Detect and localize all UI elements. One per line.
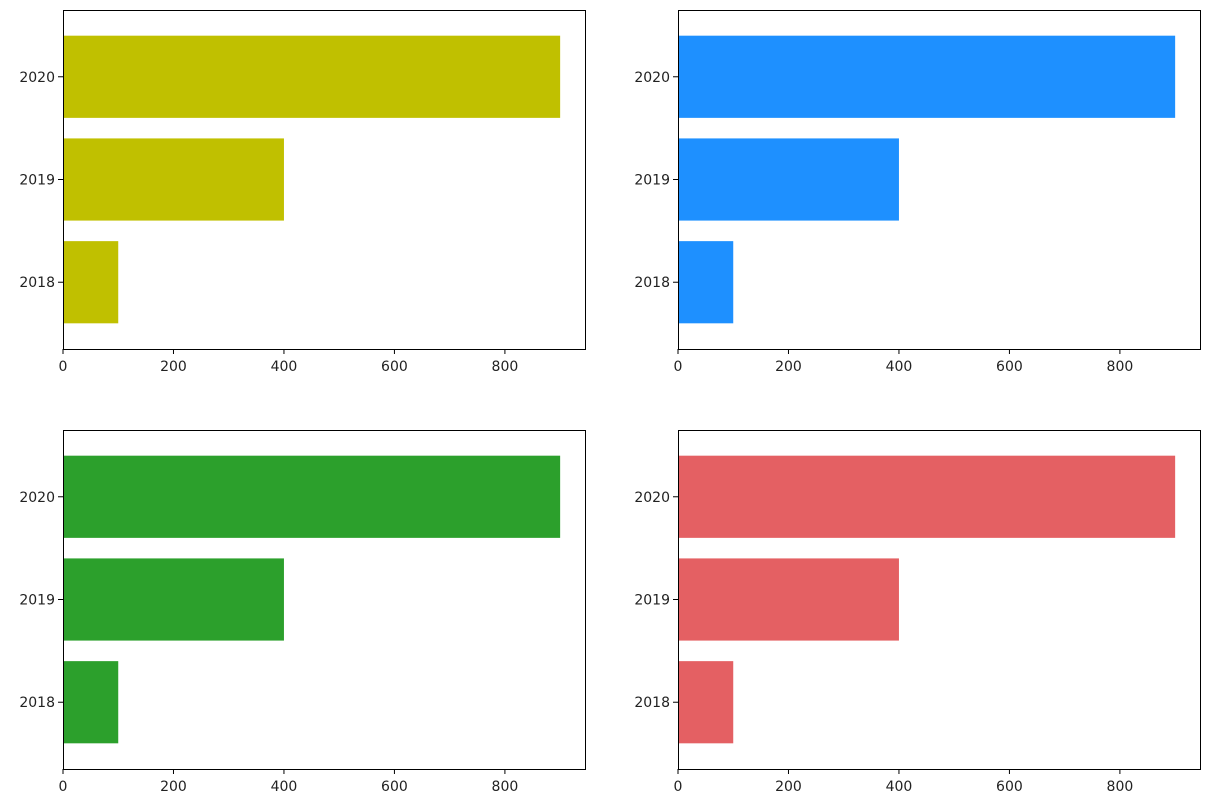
subplot-3: 2018 2019 2020 0 200 400 600 800 — [19, 430, 586, 795]
x-tick-label: 600 — [996, 779, 1023, 795]
y-tick-label: 2020 — [19, 70, 55, 86]
bar-2019 — [678, 558, 899, 641]
bar-2018 — [63, 241, 119, 324]
x-tick-label: 200 — [160, 779, 187, 795]
x-tick-label: 0 — [674, 779, 683, 795]
x-tick-label: 800 — [492, 359, 519, 375]
x-tick-label: 0 — [59, 779, 68, 795]
x-tick-label: 400 — [886, 779, 913, 795]
x-tick-label: 200 — [775, 359, 802, 375]
bar-2020 — [678, 455, 1176, 538]
y-tick-label: 2020 — [634, 490, 670, 506]
x-tick-label: 400 — [271, 359, 298, 375]
x-tick-label: 800 — [1107, 359, 1134, 375]
bar-2018 — [63, 661, 119, 744]
x-tick-label: 600 — [381, 779, 408, 795]
x-tick-label: 600 — [996, 359, 1023, 375]
x-tick-label: 0 — [59, 359, 68, 375]
y-tick-label: 2018 — [19, 275, 55, 291]
x-tick-label: 400 — [886, 359, 913, 375]
subplot-2: 2018 2019 2020 0 200 400 600 800 — [634, 10, 1201, 375]
y-tick-label: 2020 — [19, 490, 55, 506]
x-tick-label: 600 — [381, 359, 408, 375]
subplot-4: 2018 2019 2020 0 200 400 600 800 — [634, 430, 1201, 795]
x-tick-label: 800 — [1107, 779, 1134, 795]
x-tick-label: 800 — [492, 779, 519, 795]
axes-frame — [63, 10, 586, 350]
y-tick-label: 2019 — [634, 593, 670, 609]
y-tick-label: 2019 — [634, 173, 670, 189]
y-tick-label: 2019 — [19, 593, 55, 609]
bar-2019 — [63, 138, 284, 221]
y-tick-label: 2018 — [19, 695, 55, 711]
bar-2019 — [678, 138, 899, 221]
bar-2019 — [63, 558, 284, 641]
subplot-1: 2018 2019 2020 0 200 400 600 800 — [19, 10, 586, 375]
y-tick-label: 2018 — [634, 695, 670, 711]
axes-frame — [63, 430, 586, 770]
bar-2018 — [678, 661, 734, 744]
x-tick-label: 0 — [674, 359, 683, 375]
axes-frame — [678, 430, 1201, 770]
bar-2018 — [678, 241, 734, 324]
y-tick-label: 2019 — [19, 173, 55, 189]
x-tick-label: 200 — [775, 779, 802, 795]
axes-frame — [678, 10, 1201, 350]
y-tick-label: 2020 — [634, 70, 670, 86]
bar-2020 — [63, 455, 561, 538]
x-tick-label: 200 — [160, 359, 187, 375]
bar-2020 — [678, 35, 1176, 118]
x-tick-label: 400 — [271, 779, 298, 795]
bar-2020 — [63, 35, 561, 118]
y-tick-label: 2018 — [634, 275, 670, 291]
